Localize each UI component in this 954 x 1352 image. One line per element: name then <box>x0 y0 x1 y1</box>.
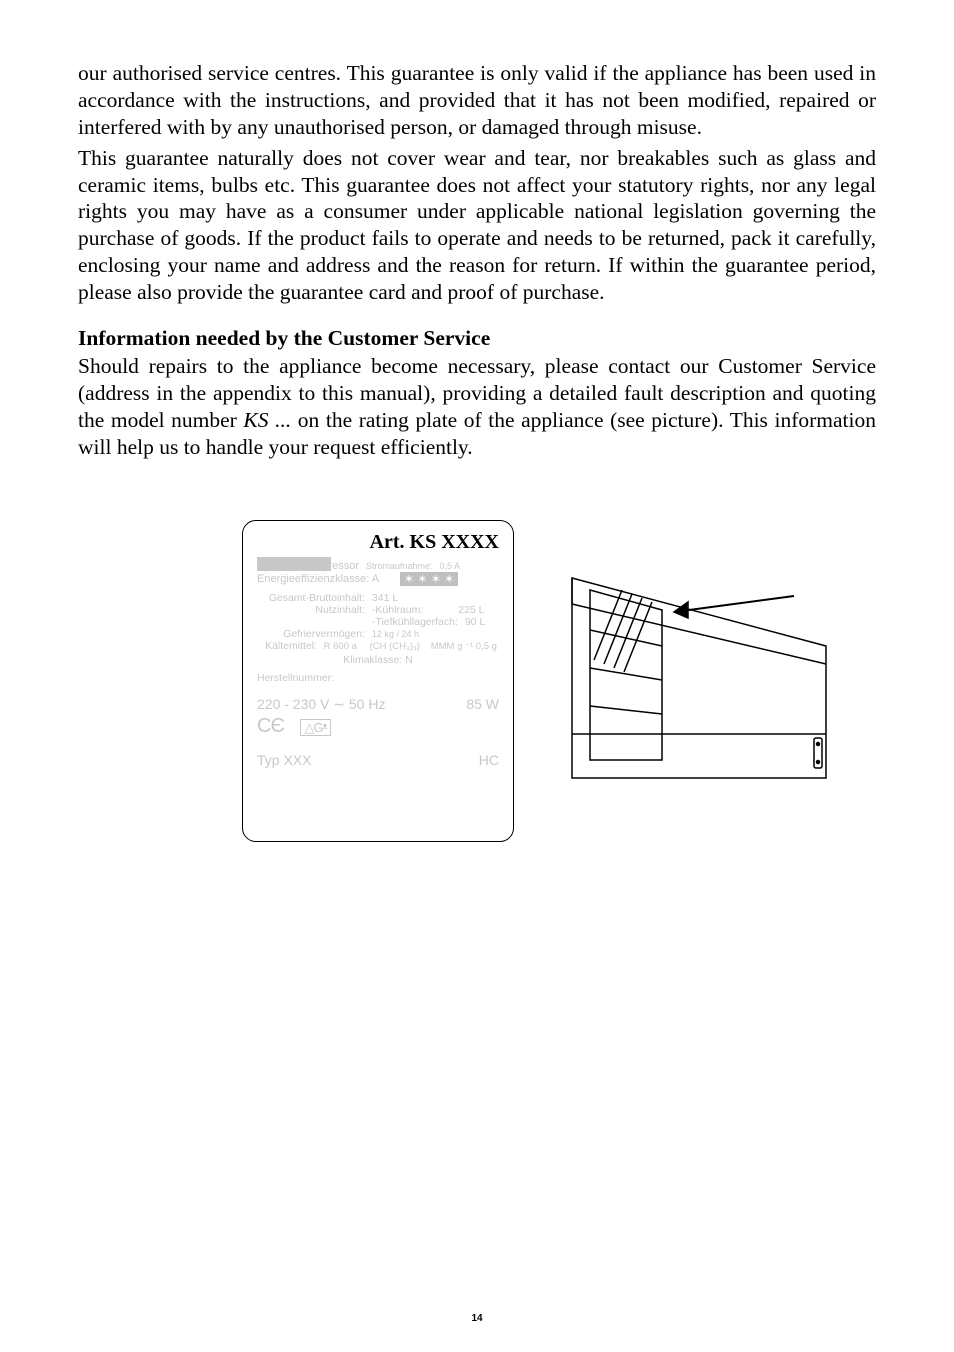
stars-icon: ✶ ✶ ✶ ✶ <box>400 572 458 586</box>
plate-row-ce: CЄ △Gᵜ <box>257 715 499 738</box>
fridge-illustration <box>532 568 842 798</box>
figure-container: Art. KS XXXX System: Kompressor Stromauf… <box>242 520 922 860</box>
plate-row-nutz: Nutzinhalt: -Kühlraum: 225 L <box>257 604 499 616</box>
plate-row-kaelt: Kältemittel: R 600 a (CH (CH₃)₃) MMM g ⁻… <box>257 640 499 652</box>
plate-grey-bar <box>257 557 331 571</box>
plate-row-brutto: Gesamt-Bruttoinhalt: 341 L <box>257 592 499 604</box>
plate-row-gefrier: Gefriervermögen: 12 kg / 24 h <box>257 628 499 640</box>
plate-row-tief: -Tiefkühllagerfach: 90 L <box>257 616 499 628</box>
rating-plate: Art. KS XXXX System: Kompressor Stromauf… <box>242 520 514 842</box>
model-number-italic: KS ... <box>243 408 291 432</box>
gs-mark-icon: △Gᵜ <box>300 719 330 736</box>
paragraph-customer-service: Should repairs to the appliance become n… <box>78 353 876 461</box>
plate-title: Art. KS XXXX <box>257 531 499 554</box>
plate-row-herst: Herstellnummer: <box>257 672 499 684</box>
page-number: 14 <box>0 1313 954 1324</box>
plate-row-effizienz: Energieeffizienzklasse: A ✶ ✶ ✶ ✶ <box>257 572 499 586</box>
plate-row-typ: Typ XXX HC <box>257 752 499 768</box>
paragraph-guarantee: This guarantee naturally does not cover … <box>78 145 876 306</box>
section-heading: Information needed by the Customer Servi… <box>78 326 876 351</box>
ce-mark-icon: CЄ <box>257 715 284 737</box>
plate-row-voltage: 220 - 230 V ∼ 50 Hz 85 W <box>257 696 499 713</box>
paragraph-continuation: our authorised service centres. This gua… <box>78 60 876 141</box>
plate-row-klima: Klimaklasse: N <box>257 654 499 666</box>
